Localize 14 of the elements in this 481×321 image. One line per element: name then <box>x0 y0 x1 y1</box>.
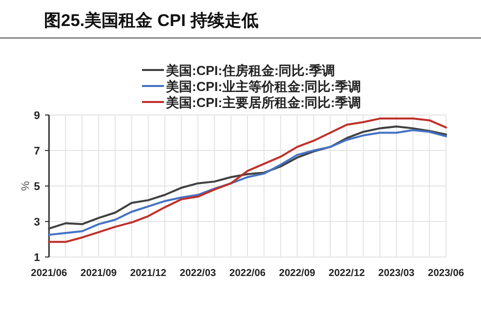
x-tick-label: 2021/06 <box>30 268 68 279</box>
x-tick-label: 2022/03 <box>180 268 216 279</box>
legend-label: 美国:CPI:主要居所租金:同比:季调 <box>165 95 361 110</box>
x-tick-label: 2023/03 <box>378 268 415 279</box>
x-tick-label: 2022/12 <box>328 268 366 279</box>
chart-title: 图25.美国租金 CPI 持续走低 <box>44 11 258 30</box>
y-axis-title: % <box>20 180 32 191</box>
legend-label: 美国:CPI:业主等价租金:同比:季调 <box>165 79 361 94</box>
x-tick-label: 2022/09 <box>279 268 316 279</box>
x-tick-label: 2022/06 <box>229 268 266 279</box>
legend-label: 美国:CPI:住房租金:同比:季调 <box>165 63 335 78</box>
x-tick-label: 2023/06 <box>428 268 465 279</box>
x-tick-label: 2021/12 <box>130 268 167 279</box>
x-tick-label: 2021/09 <box>80 268 118 279</box>
